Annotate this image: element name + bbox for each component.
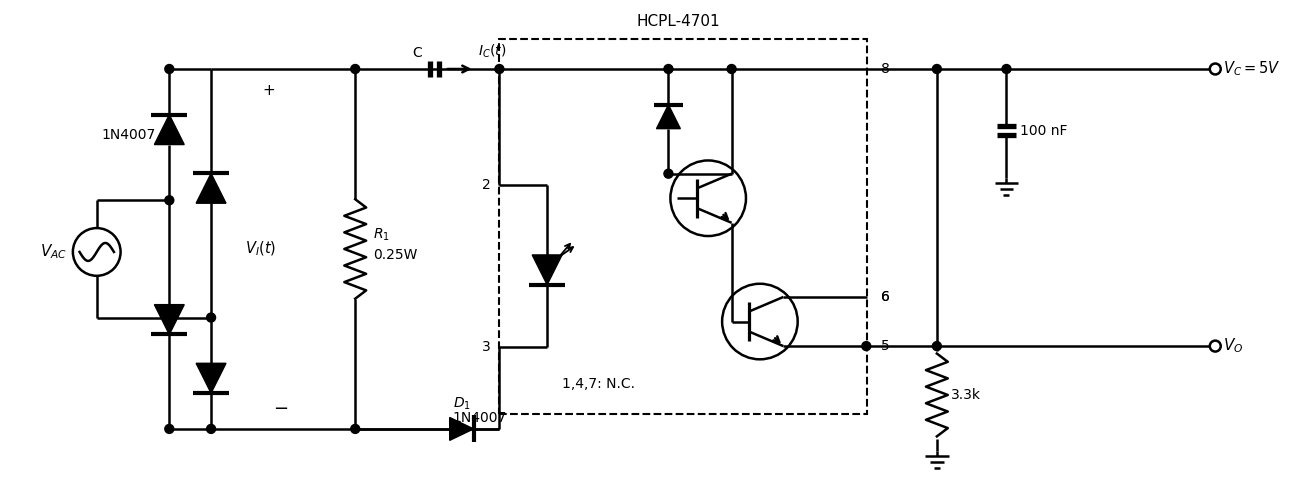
Polygon shape: [154, 305, 184, 334]
Polygon shape: [196, 173, 227, 203]
Circle shape: [861, 341, 870, 351]
Circle shape: [164, 425, 174, 433]
Circle shape: [1210, 341, 1221, 352]
Text: $R_1$: $R_1$: [373, 227, 390, 243]
Text: $V_I(t)$: $V_I(t)$: [245, 240, 276, 258]
Circle shape: [164, 196, 174, 205]
Text: HCPL-4701: HCPL-4701: [637, 14, 720, 29]
Text: $V_{AC}$: $V_{AC}$: [40, 242, 67, 261]
Circle shape: [932, 341, 941, 351]
Circle shape: [1210, 64, 1221, 74]
Circle shape: [728, 65, 736, 73]
Text: −: −: [273, 400, 289, 418]
Polygon shape: [196, 363, 227, 393]
Polygon shape: [449, 417, 474, 440]
Circle shape: [495, 65, 504, 73]
Circle shape: [664, 65, 673, 73]
Text: 0.25W: 0.25W: [373, 248, 417, 262]
Circle shape: [351, 65, 360, 73]
Circle shape: [207, 425, 215, 433]
Text: 1N4007: 1N4007: [453, 411, 506, 425]
Text: 6: 6: [881, 290, 890, 304]
Circle shape: [207, 313, 215, 322]
Circle shape: [932, 65, 941, 73]
Text: +: +: [263, 84, 275, 99]
Polygon shape: [657, 105, 680, 128]
Circle shape: [351, 425, 360, 433]
Text: 5: 5: [881, 339, 890, 353]
Text: 1N4007: 1N4007: [101, 128, 155, 142]
Text: 3: 3: [482, 341, 491, 355]
Text: 3.3k: 3.3k: [951, 388, 980, 402]
Text: $D_1$: $D_1$: [453, 396, 470, 412]
Text: 100 nF: 100 nF: [1020, 124, 1068, 138]
Text: C: C: [412, 46, 422, 60]
Text: 2: 2: [482, 178, 491, 192]
Bar: [500, 39, 868, 414]
Text: 1,4,7: N.C.: 1,4,7: N.C.: [562, 377, 636, 391]
Circle shape: [164, 65, 174, 73]
Circle shape: [1002, 65, 1011, 73]
Text: 6: 6: [881, 290, 890, 304]
Polygon shape: [154, 115, 184, 144]
Text: $I_C(t)$: $I_C(t)$: [478, 43, 506, 60]
Text: $V_O$: $V_O$: [1224, 337, 1243, 355]
Polygon shape: [532, 255, 562, 285]
Circle shape: [664, 169, 673, 178]
Text: 8: 8: [881, 62, 890, 76]
Text: $V_C = 5V$: $V_C = 5V$: [1224, 59, 1281, 78]
